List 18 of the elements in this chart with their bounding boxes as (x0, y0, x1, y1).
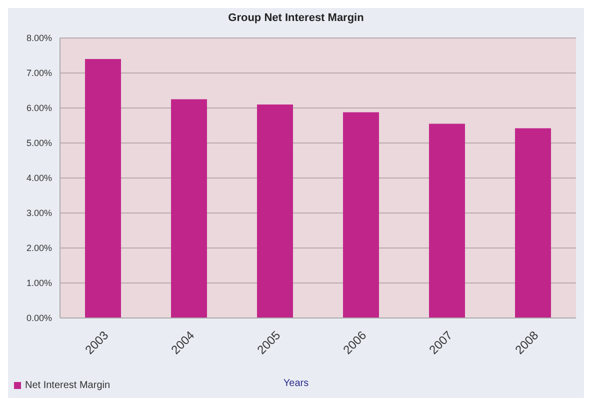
y-tick-label: 8.00% (26, 33, 52, 44)
y-tick-label: 1.00% (26, 278, 52, 288)
y-tick-label: 2.00% (26, 243, 52, 254)
bar (429, 124, 465, 318)
bar (515, 128, 551, 318)
bar (85, 59, 121, 318)
chart-title: Group Net Interest Margin (227, 12, 365, 24)
x-axis-title: Years (283, 378, 309, 389)
y-tick-label: 0.00% (26, 313, 52, 324)
bar (171, 99, 207, 318)
y-tick-label: 4.00% (26, 173, 52, 184)
y-tick-label: 3.00% (26, 208, 52, 218)
y-tick-label: 6.00% (26, 103, 52, 114)
bar (343, 112, 379, 318)
y-tick-label: 7.00% (26, 68, 52, 78)
y-tick-label: 5.00% (26, 138, 52, 148)
legend-label: Net Interest Margin (24, 380, 110, 391)
bar (257, 104, 293, 318)
